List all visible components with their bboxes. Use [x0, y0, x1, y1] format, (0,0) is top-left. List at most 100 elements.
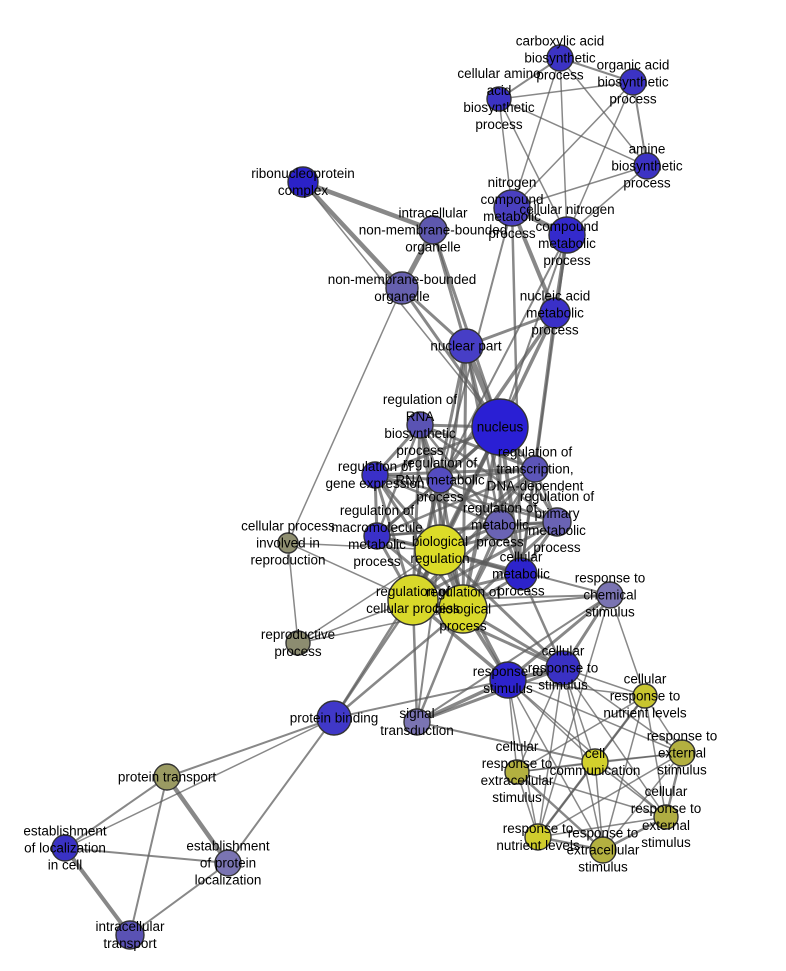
- edge-crn-cre: [516, 695, 646, 773]
- edge-oa-am: [632, 81, 648, 167]
- node-oa[interactable]: [619, 68, 647, 96]
- label-layer: carboxylic acid biosynthetic processcellul…: [23, 34, 717, 952]
- node-rtd[interactable]: [521, 455, 549, 483]
- node-crn[interactable]: [632, 683, 658, 709]
- node-label-crx: cellular response to external stimulus: [631, 784, 702, 850]
- edge-cc-rnl: [537, 761, 596, 838]
- edge-rge-rtd: [373, 467, 537, 477]
- edge-rnp-io: [300, 179, 436, 233]
- node-rpm[interactable]: [542, 507, 572, 537]
- node-rcs[interactable]: [596, 581, 624, 609]
- edge-aa-oa: [498, 81, 634, 100]
- node-label-rpm: regulation of primary metabolic process: [520, 489, 595, 555]
- node-res[interactable]: [668, 739, 696, 767]
- edge-crs-cre: [516, 667, 564, 773]
- node-cre[interactable]: [504, 759, 530, 785]
- node-label-rrm: regulation of RNA metabolic process: [395, 456, 485, 505]
- node-rnp[interactable]: [287, 166, 319, 198]
- node-label-rp: reproductive process: [261, 627, 335, 659]
- node-pt[interactable]: [153, 763, 181, 791]
- node-ca[interactable]: [546, 44, 574, 72]
- node-pb[interactable]: [316, 700, 352, 736]
- node-cc[interactable]: [581, 748, 609, 776]
- node-label-na: nucleic acid metabolic process: [520, 289, 591, 338]
- node-label-no: non-membrane-bounded organelle: [328, 272, 477, 304]
- node-label-rge: regulation of gene expression: [325, 459, 424, 491]
- node-cmp[interactable]: [504, 557, 538, 591]
- node-label-it: intracellular transport: [95, 919, 165, 951]
- node-am[interactable]: [633, 152, 661, 180]
- node-label-crs: cellular response to stimulus: [528, 644, 599, 693]
- node-nc[interactable]: [493, 189, 531, 227]
- node-np[interactable]: [448, 328, 484, 364]
- node-label-ep: establishment of protein localization: [186, 839, 270, 888]
- edge-cre-crx: [516, 771, 667, 818]
- node-na[interactable]: [539, 297, 571, 329]
- node-aa[interactable]: [486, 86, 512, 112]
- node-ep[interactable]: [214, 849, 242, 877]
- edge-oa-cn: [566, 81, 634, 236]
- edge-rcs-rs: [506, 593, 612, 682]
- node-el[interactable]: [51, 834, 79, 862]
- node-label-ca: carboxylic acid biosynthetic process: [516, 34, 605, 83]
- edge-aa-am: [498, 98, 648, 167]
- edge-pb-rbp: [332, 607, 465, 720]
- edge-res-rnl: [537, 752, 683, 838]
- node-crx[interactable]: [653, 804, 679, 830]
- edge-pt-ep: [164, 774, 231, 866]
- node-label-rmp: regulation of metabolic process: [463, 501, 538, 550]
- node-label-cc: cell communication: [550, 746, 641, 778]
- node-rge[interactable]: [361, 461, 389, 489]
- edge-cc-crx: [594, 761, 667, 818]
- node-label-el: establishment of localization in cell: [23, 824, 107, 873]
- node-io[interactable]: [418, 215, 448, 245]
- node-crs[interactable]: [545, 650, 581, 686]
- edge-rrm-rtd: [438, 467, 537, 482]
- node-label-pt: protein transport: [118, 770, 217, 785]
- node-cn[interactable]: [548, 216, 586, 254]
- edge-cc-rex: [594, 761, 604, 851]
- node-label-nu: nucleus: [477, 420, 524, 435]
- node-br[interactable]: [414, 524, 466, 576]
- node-it[interactable]: [115, 920, 145, 950]
- edge-nc-na: [510, 206, 557, 315]
- node-label-aa: cellular amino acid biosynthetic process: [457, 66, 540, 132]
- node-label-rmm: regulation of macromolecule metabolic proce…: [331, 503, 423, 569]
- node-no[interactable]: [385, 271, 419, 305]
- node-label-rrb: regulation of RNA biosynthetic process: [383, 392, 458, 458]
- node-rcp[interactable]: [387, 574, 439, 626]
- edge-crs-crx: [562, 667, 667, 818]
- node-rmm[interactable]: [363, 522, 391, 550]
- edge-rp-br: [297, 549, 441, 644]
- node-label-crn: cellular response to nutrient levels: [603, 672, 687, 721]
- node-rex[interactable]: [589, 836, 617, 864]
- node-rrm[interactable]: [426, 466, 454, 494]
- node-rmp[interactable]: [484, 509, 516, 541]
- edge-ep-it: [129, 862, 229, 936]
- node-label-res: response to external stimulus: [647, 729, 718, 778]
- node-st[interactable]: [403, 708, 431, 736]
- edge-pb-pt: [166, 717, 335, 778]
- edge-st-rcs: [416, 594, 611, 723]
- node-nu[interactable]: [471, 398, 529, 456]
- node-label-rcs: response to chemical stimulus: [575, 571, 646, 620]
- edge-pb-el: [64, 717, 335, 849]
- node-rp[interactable]: [285, 630, 311, 656]
- edge-pt-el: [64, 776, 168, 849]
- node-rs[interactable]: [489, 661, 527, 699]
- node-label-rnl: response to nutrient levels: [496, 821, 580, 853]
- edge-cn-nu: [499, 234, 568, 428]
- node-rrb[interactable]: [406, 411, 434, 439]
- node-cpr[interactable]: [277, 532, 299, 554]
- edge-rrm-rmm: [375, 478, 442, 538]
- node-label-rbp: regulation of biological process: [426, 585, 501, 634]
- edge-rrb-rcp: [411, 423, 422, 602]
- edge-rcs-crn: [609, 594, 646, 697]
- node-rnl[interactable]: [524, 823, 552, 851]
- node-label-io: intracellular non-membrane-bounded organel…: [359, 206, 508, 255]
- node-label-rtd: regulation of transcription, DNA-dependent: [487, 445, 584, 494]
- node-label-br: biological regulation: [410, 534, 469, 566]
- node-rbp[interactable]: [438, 584, 488, 634]
